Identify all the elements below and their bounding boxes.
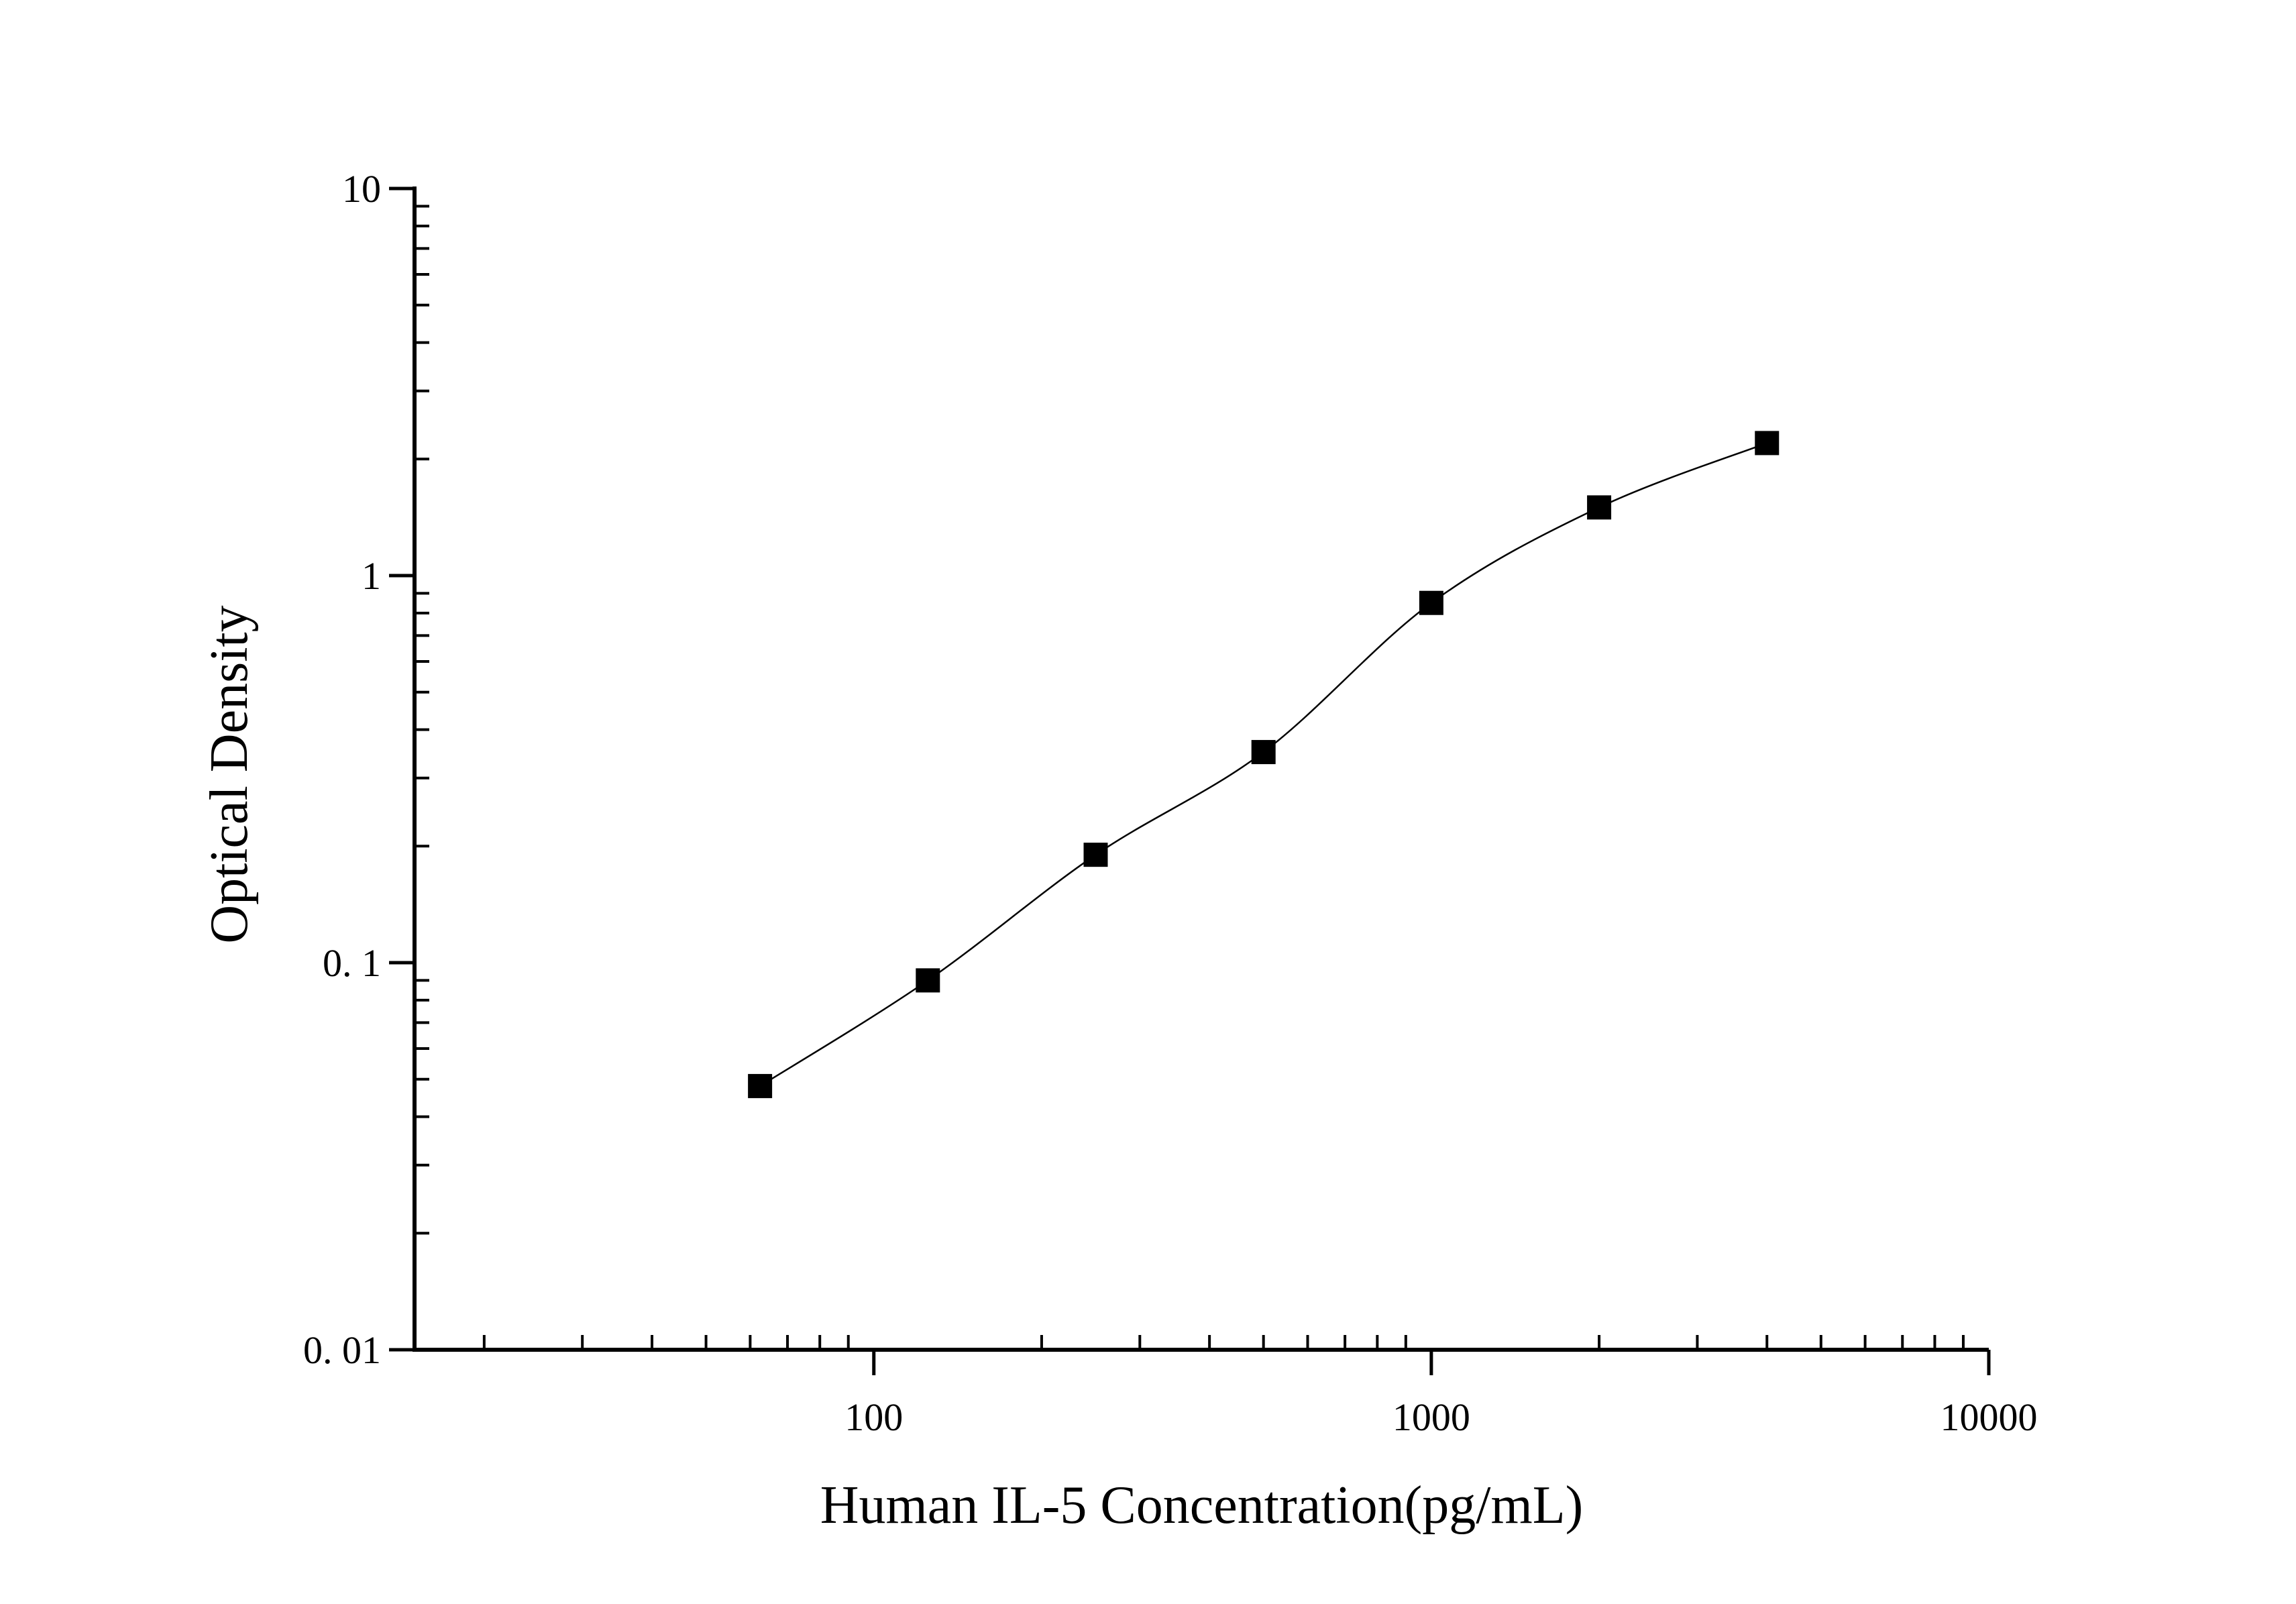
fit-curve-group (759, 442, 1767, 1087)
y-tick-label: 0. 01 (303, 1328, 381, 1372)
y-tick-label: 0. 1 (323, 941, 381, 985)
data-points-group (748, 431, 1780, 1098)
data-point-6 (1587, 495, 1612, 520)
x-tick-label: 1000 (1392, 1395, 1470, 1439)
y-axis-title: Optical Density (200, 605, 259, 943)
x-tick-label: 10000 (1940, 1395, 2038, 1439)
data-point-2 (916, 968, 940, 993)
fit-curve-line (759, 442, 1767, 1087)
x-tick-label: 100 (844, 1395, 903, 1439)
data-point-3 (1083, 843, 1108, 867)
x-axis-title: Human IL-5 Concentration(pg/mL) (820, 1476, 1583, 1535)
data-point-7 (1755, 431, 1780, 456)
data-point-4 (1251, 740, 1276, 765)
y-tick-label: 1 (362, 554, 381, 598)
data-point-1 (748, 1073, 773, 1098)
y-tick-label: 10 (342, 167, 381, 211)
axes: 0. 01 0. 1 1 10 100 1000 10000 (303, 167, 2038, 1439)
data-point-5 (1419, 590, 1443, 615)
